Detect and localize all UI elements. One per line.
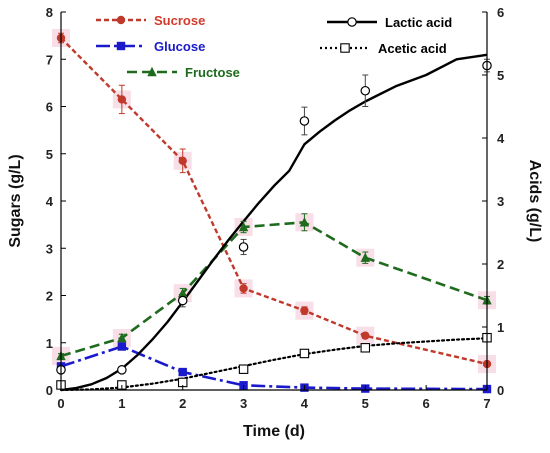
x-tick-label: 7 [483, 396, 490, 411]
data-point-fructose [360, 252, 370, 262]
y-left-tick-label: 5 [46, 147, 53, 162]
data-point-lactic-acid [360, 85, 371, 96]
legend-marker-lactic-acid [347, 17, 357, 27]
x-tick-label: 0 [57, 396, 64, 411]
y-right-tick-label: 0 [497, 383, 504, 398]
y-right-tick-label: 1 [497, 320, 504, 335]
x-tick-label: 1 [118, 396, 125, 411]
data-point-lactic-acid [177, 295, 188, 306]
data-point-glucose [178, 367, 187, 377]
marker-halos [52, 28, 496, 374]
y-right-tick-label: 2 [497, 257, 504, 272]
data-point-fructose [299, 217, 310, 227]
legend-label-acetic-acid: Acetic acid [378, 41, 447, 56]
data-point-fructose [238, 221, 249, 232]
data-point-sucrose [178, 156, 187, 166]
data-point-acetic-acid [299, 348, 310, 359]
x-tick-label: 5 [362, 396, 369, 411]
y-right-tick-label: 3 [497, 194, 504, 209]
data-point-sucrose [361, 331, 370, 340]
legend-label-fructose: Fructose [185, 65, 240, 80]
x-tick-label: 2 [179, 396, 186, 411]
y-left-axis-title: Sugars (g/L) [7, 154, 24, 247]
y-left-tick-label: 4 [46, 194, 54, 209]
x-tick-label: 4 [301, 396, 309, 411]
y-left-tick-label: 1 [46, 336, 53, 351]
x-tick-label: 3 [240, 396, 247, 411]
legend-label-sucrose: Sucrose [154, 13, 205, 28]
data-point-acetic-acid [238, 364, 249, 374]
legend-marker-acetic-acid [340, 43, 350, 53]
y-left-tick-label: 2 [46, 289, 53, 304]
legend: Sucrose Glucose Fructose Lactic acid Acetic … [96, 13, 452, 80]
y-right-tick-label: 5 [497, 68, 504, 83]
legend-marker-sucrose [116, 15, 126, 25]
x-tick-label: 6 [423, 396, 430, 411]
data-point-glucose [117, 342, 127, 351]
y-left-tick-label: 0 [46, 383, 53, 398]
data-point-sucrose [117, 95, 127, 104]
y-right-axis-title: Acids (g/L) [526, 160, 543, 243]
series-line-acetic-acid [59, 337, 489, 392]
data-point-lactic-acid [238, 242, 249, 252]
y-left-tick-label: 7 [46, 52, 53, 67]
y-left-tick-label: 3 [46, 241, 53, 256]
series-line-fructose [60, 221, 488, 358]
data-point-lactic-acid [299, 116, 310, 126]
y-right-tick-label: 4 [497, 131, 505, 146]
y-right-tick-label: 6 [497, 5, 504, 20]
data-point-sucrose [239, 284, 248, 293]
data-point-lactic-acid [117, 365, 127, 375]
series-line-sucrose [60, 37, 488, 366]
legend-marker-glucose [116, 41, 126, 51]
legend-label-glucose: Glucose [154, 39, 205, 54]
y-left-tick-label: 6 [46, 100, 53, 115]
data-point-fructose [117, 332, 127, 343]
data-point-sucrose [300, 306, 309, 315]
x-axis-title: Time (d) [243, 423, 305, 440]
data-point-fructose [178, 287, 188, 298]
legend-label-lactic-acid: Lactic acid [385, 15, 452, 30]
legend-marker-fructose [147, 66, 157, 77]
y-left-tick-label: 8 [46, 5, 53, 20]
data-point-acetic-acid [360, 343, 371, 353]
